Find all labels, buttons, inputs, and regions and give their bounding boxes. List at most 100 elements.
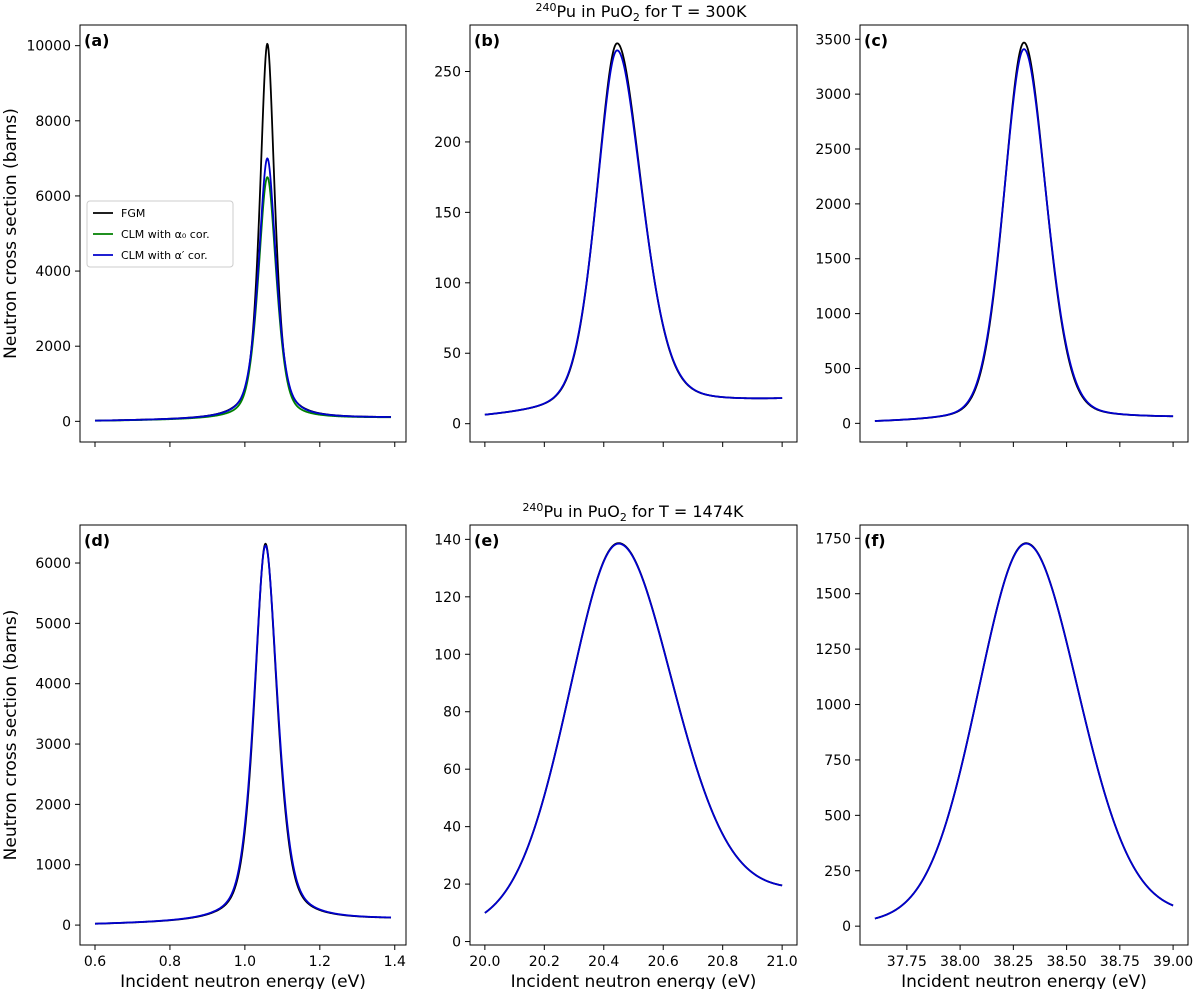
legend-entry: CLM with α₀ cor.: [121, 228, 210, 241]
y-axis-label: Neutron cross section (barns): [1, 108, 21, 359]
y-tick-label: 100: [434, 647, 461, 663]
y-tick-label: 4000: [35, 677, 71, 693]
panel-b: 0 50 100 150 200 250 (b): [434, 24, 798, 447]
row-title-300k: 240Pu in PuO2 for T = 300K: [536, 1, 747, 24]
x-tick-label: 39.00: [1153, 954, 1193, 970]
axes-frame: [79, 524, 407, 946]
panel-label: (c): [864, 31, 888, 50]
y-tick-label: 0: [62, 414, 71, 430]
row-title-1474k: 240Pu in PuO2 for T = 1474K: [522, 501, 744, 524]
y-tick-label: 1500: [815, 252, 851, 268]
x-tick-label: 1.2: [309, 954, 331, 970]
y-tick-label: 0: [452, 935, 461, 951]
x-axis-label: Incident neutron energy (eV): [901, 972, 1147, 989]
y-tick-label: 1000: [815, 698, 851, 714]
panel-a: 0 2000 4000 6000 8000 10000 (a) Neutron cross s…: [1, 24, 407, 447]
series-group: [484, 42, 783, 416]
y-tick-label: 1500: [815, 587, 851, 603]
panel-label: (f): [864, 531, 886, 550]
y-tick-label: 0: [842, 416, 851, 432]
panel-label: (e): [474, 531, 499, 550]
legend-entry: CLM with α′ cor.: [121, 249, 208, 262]
x-tick-label: 20.0: [469, 954, 500, 970]
x-tick-label: 20.4: [588, 954, 619, 970]
y-tick-label: 8000: [35, 114, 71, 130]
x-tick-label: 20.6: [648, 954, 679, 970]
panel-c: 0 500 1000 1500 2000 2500 3000 3500 (c): [815, 24, 1189, 447]
x-tick-label: 38.00: [940, 954, 980, 970]
y-tick-label: 6000: [35, 189, 71, 205]
series-line-fgm: [484, 42, 783, 416]
y-tick-label: 5000: [35, 616, 71, 632]
y-tick-label: 200: [434, 135, 461, 151]
y-tick-label: 3000: [815, 87, 851, 103]
y-tick-label: 80: [443, 705, 461, 721]
series-group: [874, 41, 1174, 422]
y-tick-label: 250: [824, 864, 851, 880]
x-tick-label: 20.2: [529, 954, 560, 970]
y-tick-label: 3500: [815, 32, 851, 48]
y-tick-label: 40: [443, 820, 461, 836]
series-line-clm-alphaprime: [94, 544, 392, 925]
series-line-clm-alphaprime: [94, 157, 392, 422]
y-tick-label: 2000: [35, 339, 71, 355]
series-line-fgm: [874, 542, 1174, 920]
legend-entry: FGM: [121, 207, 145, 220]
y-tick-label: 1000: [35, 858, 71, 874]
y-tick-label: 0: [62, 918, 71, 934]
series-line-clm-alphaprime: [874, 542, 1174, 920]
axes-frame: [79, 24, 407, 443]
panel-f: 0 250 500 750 1000 1250 1500 1750 37.75 38.00 38.2…: [815, 524, 1193, 989]
y-tick-label: 50: [443, 346, 461, 362]
x-tick-label: 38.50: [1047, 954, 1087, 970]
series-line-clm-alphaprime: [484, 542, 783, 914]
panel-label: (b): [474, 31, 500, 50]
y-tick-label: 500: [824, 361, 851, 377]
panel-label: (a): [84, 31, 109, 50]
legend-box: [86, 200, 234, 268]
x-axis-label: Incident neutron energy (eV): [511, 972, 757, 989]
y-tick-label: 4000: [35, 264, 71, 280]
series-group: [94, 42, 392, 422]
y-tick-label: 100: [434, 276, 461, 292]
y-tick-label: 2500: [815, 142, 851, 158]
y-tick-label: 120: [434, 590, 461, 606]
x-tick-label: 38.25: [993, 954, 1033, 970]
y-tick-label: 140: [434, 532, 461, 548]
y-tick-label: 250: [434, 64, 461, 80]
y-tick-label: 1750: [815, 531, 851, 547]
series-group: [484, 542, 783, 914]
x-tick-label: 1.4: [384, 954, 406, 970]
y-tick-label: 2000: [35, 797, 71, 813]
y-tick-label: 6000: [35, 556, 71, 572]
axes-frame: [859, 524, 1189, 946]
y-tick-label: 1250: [815, 642, 851, 658]
y-tick-label: 0: [842, 919, 851, 935]
panel-e: 0 20 40 60 80 100 120 140 20.0 20.2 20.4 20.6 20.8 21…: [434, 524, 798, 989]
y-tick-label: 2000: [815, 197, 851, 213]
x-tick-label: 20.8: [707, 954, 738, 970]
y-tick-label: 1000: [815, 307, 851, 323]
series-line-clm-alphaprime: [484, 49, 783, 416]
axes-frame: [469, 24, 798, 443]
series-line-fgm: [94, 542, 392, 925]
y-tick-label: 500: [824, 808, 851, 824]
y-tick-label: 20: [443, 877, 461, 893]
y-tick-label: 10000: [26, 39, 71, 55]
series-group: [874, 542, 1174, 920]
x-tick-label: 38.75: [1100, 954, 1140, 970]
x-tick-label: 0.8: [159, 954, 181, 970]
y-tick-label: 3000: [35, 737, 71, 753]
x-axis-label: Incident neutron energy (eV): [120, 972, 366, 989]
legend: FGM CLM with α₀ cor. CLM with α′ cor.: [86, 200, 234, 268]
y-axis-label: Neutron cross section (barns): [1, 610, 21, 861]
series-line-fgm: [874, 41, 1174, 422]
y-tick-label: 750: [824, 753, 851, 769]
panel-label: (d): [84, 531, 110, 550]
y-tick-label: 60: [443, 762, 461, 778]
x-tick-label: 1.0: [234, 954, 256, 970]
x-tick-label: 21.0: [767, 954, 798, 970]
axes-frame: [859, 24, 1189, 443]
x-tick-label: 0.6: [84, 954, 106, 970]
